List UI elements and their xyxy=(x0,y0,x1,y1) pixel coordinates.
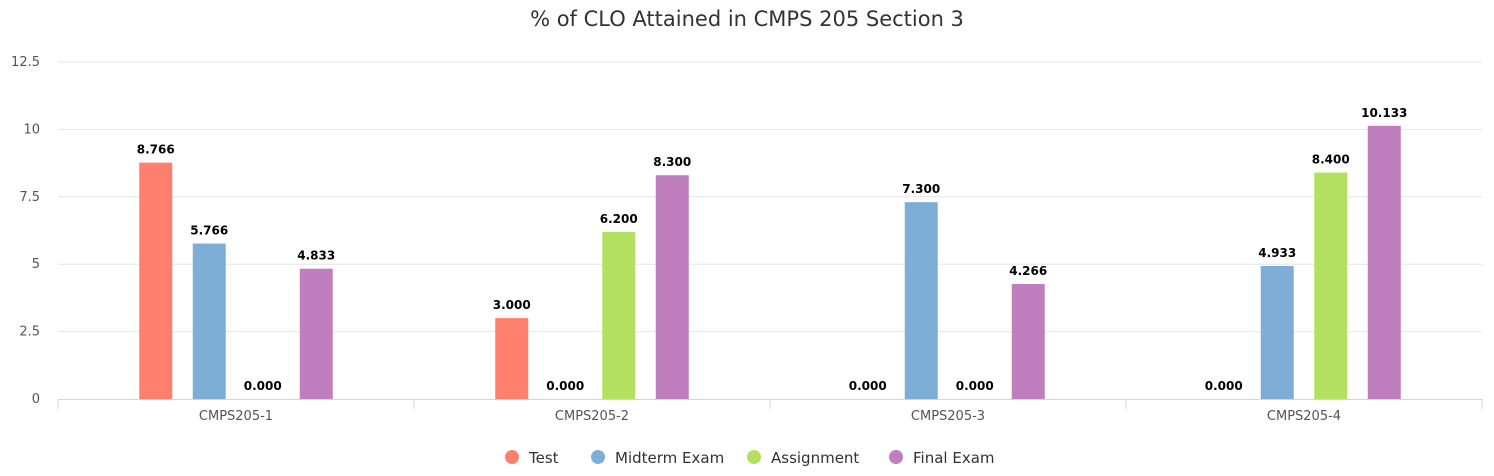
legend-item[interactable]: Assignment xyxy=(747,449,859,467)
data-label: 7.300 xyxy=(902,182,940,196)
data-label: 4.266 xyxy=(1009,264,1047,278)
data-label: 4.833 xyxy=(297,249,335,263)
bar[interactable] xyxy=(655,175,689,399)
y-tick-label: 2.5 xyxy=(19,325,40,340)
data-label: 8.300 xyxy=(653,155,691,169)
legend-item[interactable]: Test xyxy=(505,449,559,467)
x-tick-label: CMPS205-2 xyxy=(555,409,629,424)
y-axis-ticks: 0 2.5 5 7.5 10 12.5 xyxy=(11,55,40,407)
y-tick-label: 0 xyxy=(32,392,40,407)
legend[interactable]: Test Midterm Exam Assignment Final Exam xyxy=(505,449,995,467)
data-label: 6.200 xyxy=(600,212,638,226)
data-label: 0.000 xyxy=(1205,379,1243,393)
y-tick-label: 12.5 xyxy=(11,55,40,70)
data-label: 5.766 xyxy=(190,224,228,238)
x-tick-label: CMPS205-3 xyxy=(911,409,985,424)
bars xyxy=(139,125,1401,399)
x-tick-label: CMPS205-1 xyxy=(199,409,273,424)
bar[interactable] xyxy=(139,162,173,399)
legend-label: Midterm Exam xyxy=(615,449,724,467)
bar[interactable] xyxy=(299,268,333,399)
legend-marker xyxy=(505,450,519,464)
y-tick-label: 5 xyxy=(32,257,40,272)
bar[interactable] xyxy=(495,318,529,399)
data-labels: 8.766 5.766 0.000 4.833 3.000 0.000 6.200 8.300… xyxy=(137,106,1408,393)
bar[interactable] xyxy=(1367,125,1401,399)
data-label: 3.000 xyxy=(493,298,531,312)
data-label: 0.000 xyxy=(956,379,994,393)
legend-item[interactable]: Midterm Exam xyxy=(591,449,724,467)
data-label: 8.400 xyxy=(1312,153,1350,167)
bar[interactable] xyxy=(1011,283,1045,399)
legend-label: Assignment xyxy=(771,449,859,467)
legend-marker xyxy=(889,450,903,464)
bar[interactable] xyxy=(602,231,636,399)
data-label: 4.933 xyxy=(1258,246,1296,260)
chart-title: % of CLO Attained in CMPS 205 Section 3 xyxy=(530,7,964,31)
bar[interactable] xyxy=(1314,172,1348,399)
data-label: 8.766 xyxy=(137,143,175,157)
data-label: 10.133 xyxy=(1361,106,1407,120)
legend-marker xyxy=(591,450,605,464)
bar[interactable] xyxy=(192,243,226,399)
legend-item[interactable]: Final Exam xyxy=(889,449,995,467)
data-label: 0.000 xyxy=(244,379,282,393)
data-label: 0.000 xyxy=(546,379,584,393)
y-tick-label: 7.5 xyxy=(19,190,40,205)
data-label: 0.000 xyxy=(849,379,887,393)
x-axis: CMPS205-1 CMPS205-2 CMPS205-3 CMPS205-4 xyxy=(57,399,1483,424)
legend-marker xyxy=(747,450,761,464)
bar[interactable] xyxy=(904,202,938,399)
legend-label: Test xyxy=(528,449,559,467)
x-tick-label: CMPS205-4 xyxy=(1267,409,1341,424)
legend-label: Final Exam xyxy=(913,449,995,467)
bar[interactable] xyxy=(1260,266,1294,399)
grid-lines xyxy=(58,61,1482,333)
y-tick-label: 10 xyxy=(23,122,40,137)
